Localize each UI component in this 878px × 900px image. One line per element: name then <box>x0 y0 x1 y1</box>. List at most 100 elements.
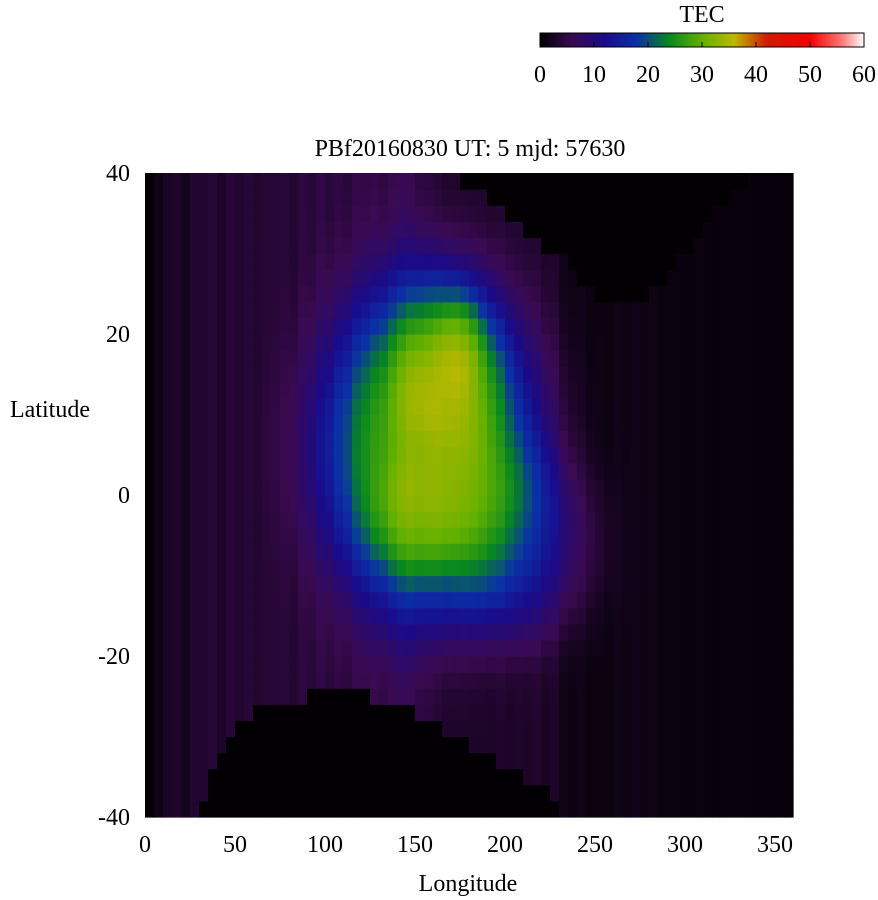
heatmap-cell <box>280 253 290 271</box>
heatmap-cell <box>181 543 191 560</box>
heatmap-cell <box>523 559 533 577</box>
heatmap-cell <box>658 462 668 480</box>
heatmap-cell <box>712 221 722 238</box>
heatmap-cell <box>415 430 425 448</box>
heatmap-cell <box>730 591 740 609</box>
heatmap-cell <box>505 366 515 383</box>
heatmap-cell <box>190 800 200 818</box>
heatmap-cell <box>433 720 443 738</box>
heatmap-cell <box>190 639 200 657</box>
heatmap-cell <box>235 607 245 625</box>
heatmap-cell <box>325 672 335 689</box>
heatmap-cell <box>703 285 713 303</box>
heatmap-cell <box>262 189 272 206</box>
heatmap-cell <box>361 446 371 464</box>
heatmap-cell <box>541 237 551 255</box>
heatmap-cell <box>325 639 335 657</box>
heatmap-cell <box>397 784 407 802</box>
heatmap-cell <box>730 398 740 416</box>
heatmap-cell <box>406 414 416 432</box>
heatmap-cell <box>658 334 668 351</box>
heatmap-cell <box>577 430 587 448</box>
heatmap-cell <box>361 656 371 673</box>
heatmap-cell <box>379 495 389 512</box>
heatmap-cell <box>559 237 569 255</box>
heatmap-cell <box>685 350 695 367</box>
heatmap-cell <box>181 398 191 416</box>
heatmap-cell <box>577 784 587 802</box>
heatmap-cell <box>460 269 470 287</box>
heatmap-cell <box>667 317 677 335</box>
heatmap-cell <box>298 527 308 544</box>
heatmap-cell <box>550 398 560 416</box>
heatmap-cell <box>784 366 794 383</box>
heatmap-cell <box>577 253 587 271</box>
heatmap-cell <box>244 752 254 770</box>
heatmap-cell <box>730 478 740 496</box>
heatmap-cell <box>325 752 335 770</box>
heatmap-cell <box>406 495 416 512</box>
heatmap-cell <box>181 623 191 641</box>
heatmap-cell <box>568 173 578 190</box>
heatmap-cell <box>586 317 596 335</box>
heatmap-cell <box>559 591 569 609</box>
heatmap-cell <box>703 656 713 673</box>
heatmap-cell <box>361 527 371 544</box>
heatmap-cell <box>739 430 749 448</box>
heatmap-cell <box>586 478 596 496</box>
heatmap-cell <box>730 623 740 641</box>
heatmap-cell <box>316 237 326 255</box>
heatmap-cell <box>460 784 470 802</box>
heatmap-cell <box>334 382 344 399</box>
heatmap-cell <box>649 784 659 802</box>
heatmap-cell <box>163 527 173 544</box>
heatmap-cell <box>604 414 614 432</box>
heatmap-cell <box>478 527 488 544</box>
heatmap-cell <box>496 672 506 689</box>
heatmap-cell <box>397 350 407 367</box>
heatmap-cell <box>145 607 155 625</box>
heatmap-cell <box>298 478 308 496</box>
heatmap-cell <box>415 446 425 464</box>
heatmap-cell <box>298 382 308 399</box>
heatmap-cell <box>424 672 434 689</box>
heatmap-cell <box>775 205 785 222</box>
heatmap-cell <box>604 800 614 818</box>
heatmap-cell <box>748 768 758 786</box>
heatmap-cell <box>280 591 290 609</box>
heatmap-cell <box>145 173 155 190</box>
heatmap-cell <box>208 800 218 818</box>
heatmap-cell <box>181 269 191 287</box>
heatmap-cell <box>343 559 353 577</box>
heatmap-cell <box>208 285 218 303</box>
heatmap-cell <box>253 591 263 609</box>
heatmap-cell <box>613 511 623 528</box>
heatmap-cell <box>604 688 614 705</box>
heatmap-cell <box>541 511 551 528</box>
heatmap-cell <box>406 173 416 190</box>
heatmap-cell <box>361 511 371 528</box>
heatmap-cell <box>712 495 722 512</box>
heatmap-cell <box>415 543 425 560</box>
heatmap-cell <box>631 430 641 448</box>
heatmap-cell <box>316 350 326 367</box>
heatmap-cell <box>271 768 281 786</box>
heatmap-cell <box>199 478 209 496</box>
heatmap-cell <box>730 559 740 577</box>
heatmap-cell <box>514 478 524 496</box>
heatmap-cell <box>325 350 335 367</box>
heatmap-cell <box>649 575 659 593</box>
heatmap-cell <box>523 221 533 238</box>
heatmap-cell <box>253 334 263 351</box>
heatmap-cell <box>595 784 605 802</box>
heatmap-cell <box>784 784 794 802</box>
heatmap-cell <box>442 462 452 480</box>
heatmap-cell <box>307 205 317 222</box>
heatmap-cell <box>532 607 542 625</box>
heatmap-cell <box>451 511 461 528</box>
heatmap-cell <box>460 688 470 705</box>
heatmap-cell <box>694 527 704 544</box>
heatmap-cell <box>325 301 335 319</box>
heatmap-cell <box>217 623 227 641</box>
heatmap-cell <box>316 478 326 496</box>
